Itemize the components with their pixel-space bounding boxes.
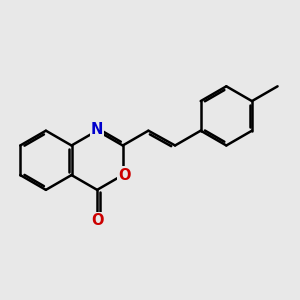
Text: N: N: [91, 122, 103, 137]
Text: O: O: [91, 213, 103, 228]
Text: O: O: [118, 168, 131, 183]
